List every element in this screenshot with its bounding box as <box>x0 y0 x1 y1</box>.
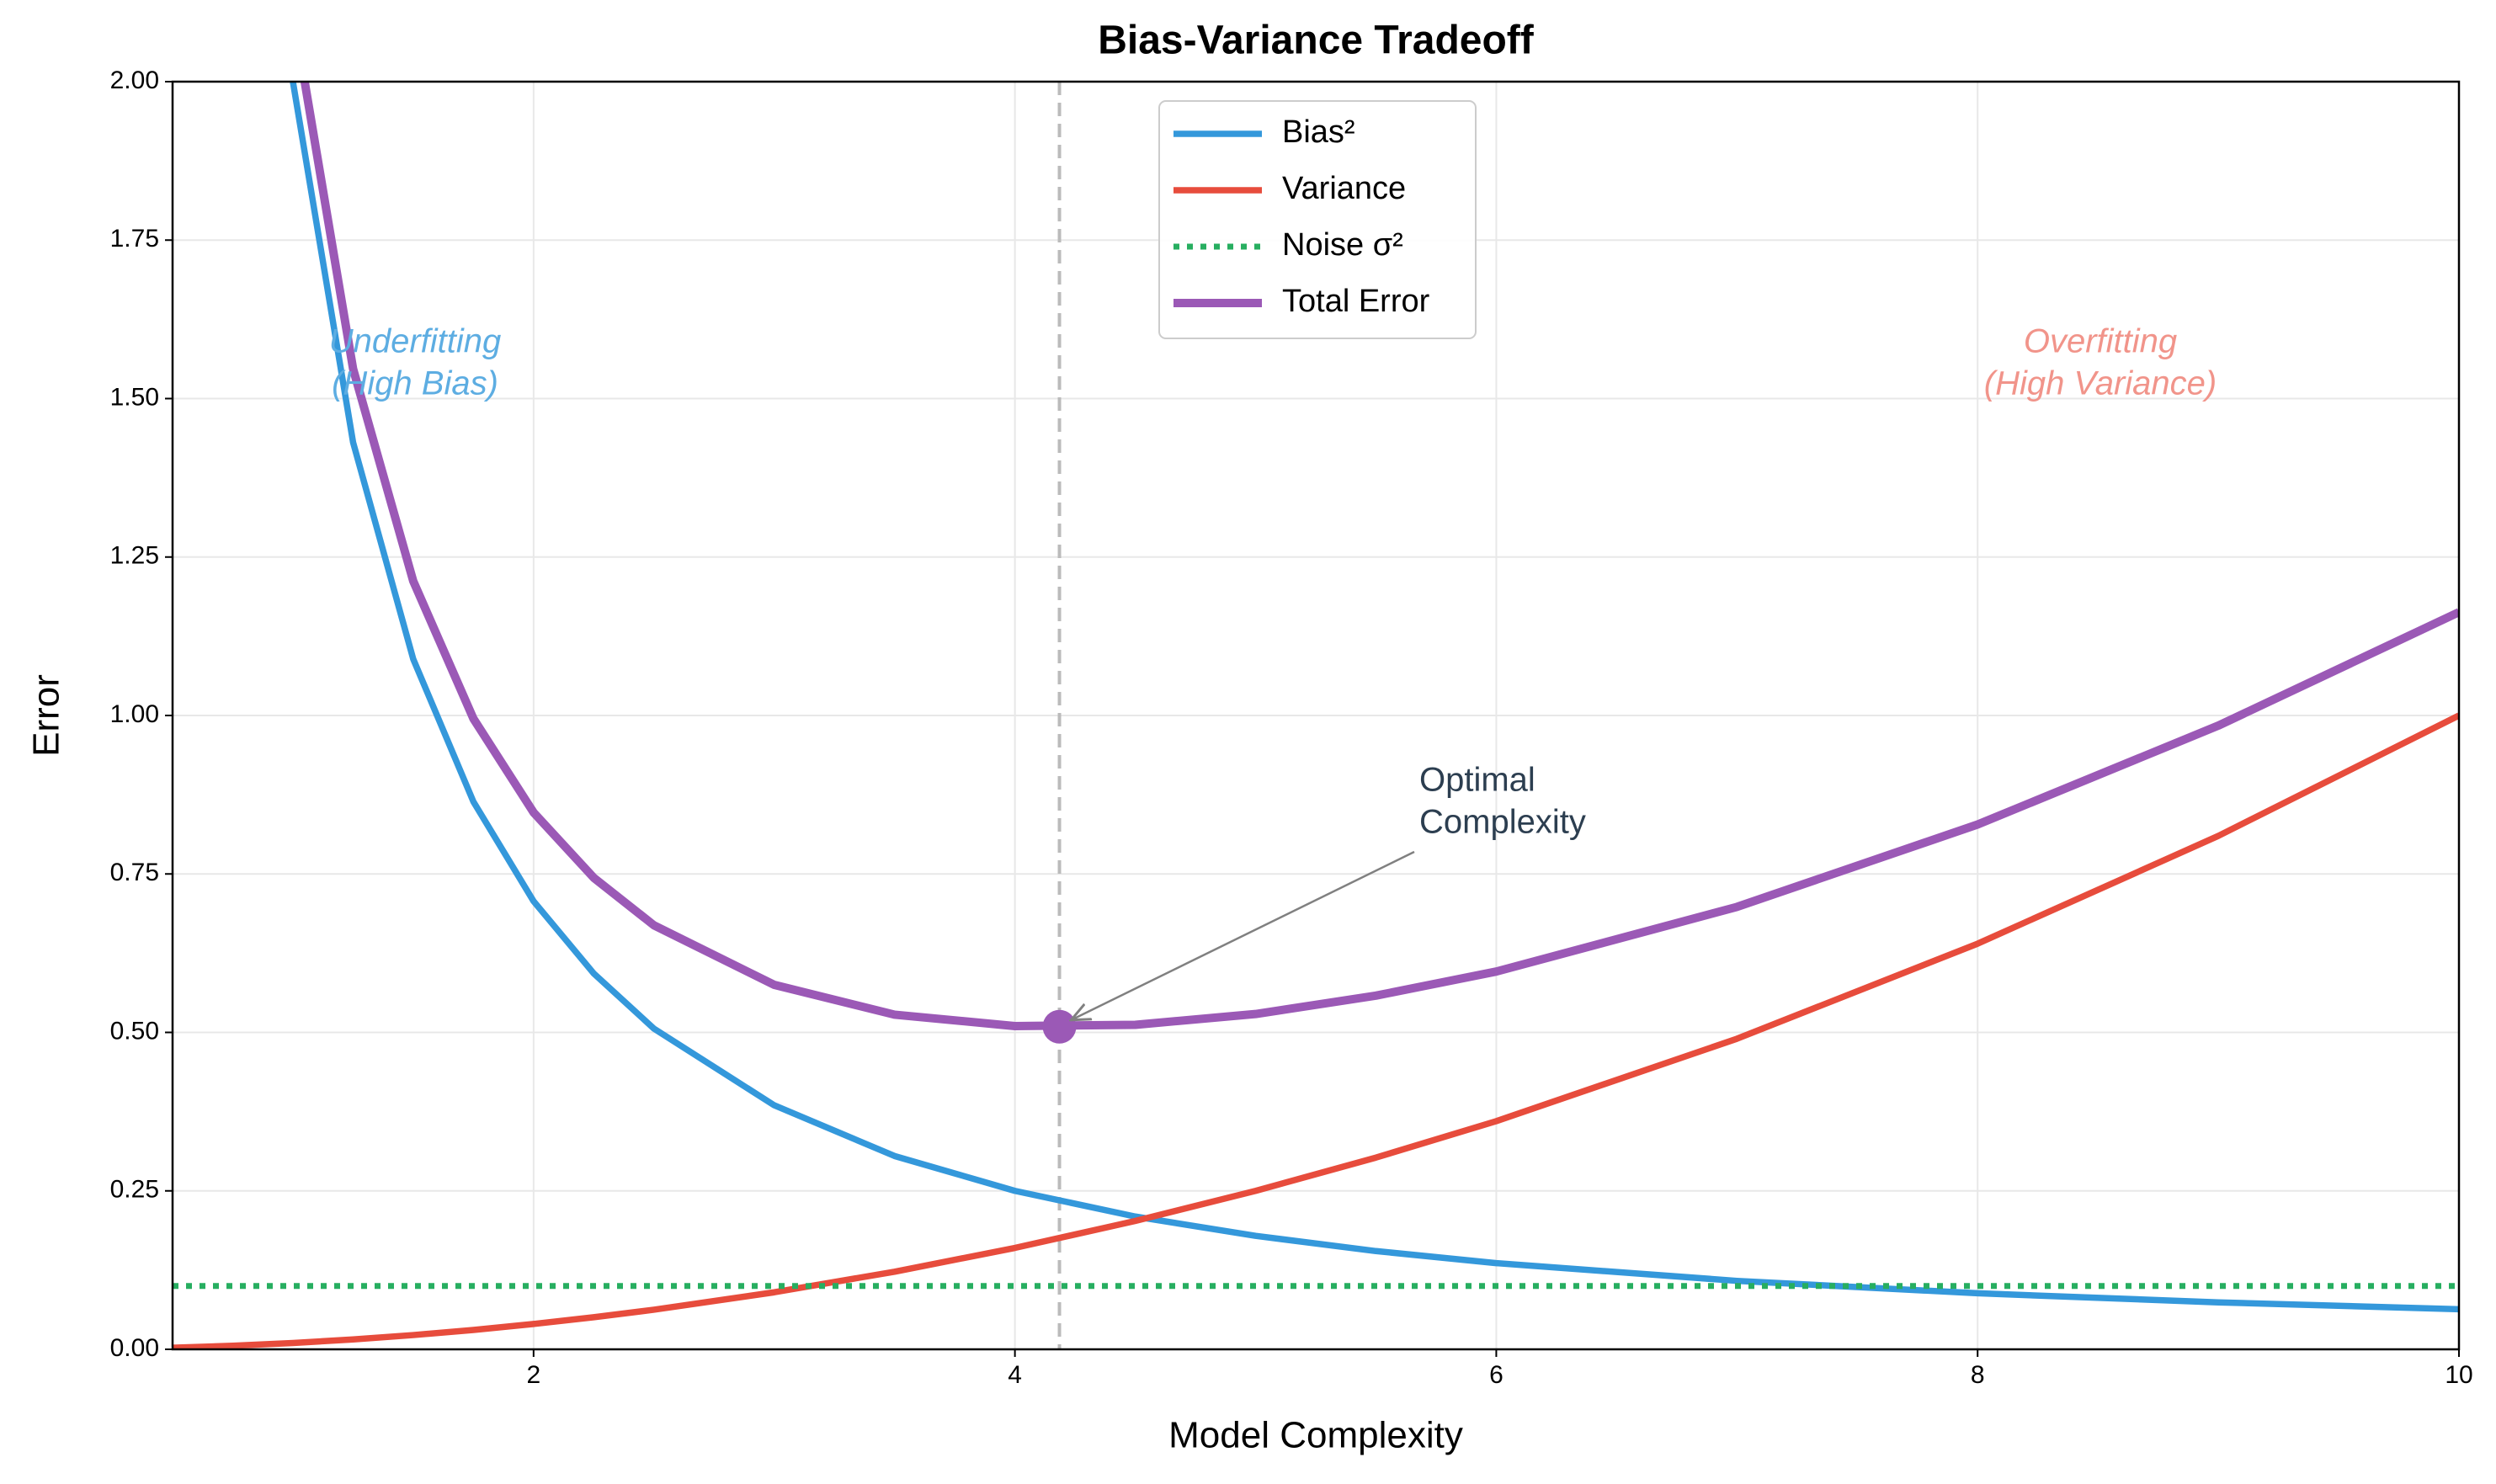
y-tick-label: 0.50 <box>110 1017 159 1045</box>
y-tick-label: 2.00 <box>110 66 159 94</box>
region-annotation: (High Variance) <box>1984 365 2217 402</box>
legend-label: Variance <box>1282 171 1406 206</box>
x-tick-label: 2 <box>526 1361 540 1389</box>
y-tick-label: 1.25 <box>110 542 159 570</box>
region-annotation: Overfitting <box>2024 323 2177 360</box>
annotation-text: Optimal <box>1419 762 1535 799</box>
y-tick-label: 1.75 <box>110 225 159 253</box>
y-tick-label: 0.00 <box>110 1334 159 1362</box>
x-axis-label: Model Complexity <box>1168 1415 1463 1456</box>
legend-label: Noise σ² <box>1282 227 1403 263</box>
x-tick-label: 6 <box>1489 1361 1503 1389</box>
y-tick-label: 0.75 <box>110 859 159 886</box>
y-tick-label: 1.50 <box>110 383 159 411</box>
y-axis-label: Error <box>26 674 67 757</box>
ticks: 0.00 0.25 0.50 0.75 1.00 1.25 1.50 1.75 2.00 2 4 6 8… <box>110 66 2473 1389</box>
series-line <box>173 712 2459 1349</box>
x-tick-label: 10 <box>2445 1361 2472 1389</box>
legend-label: Total Error <box>1282 284 1430 319</box>
series-line <box>300 82 2459 1030</box>
optimal-point <box>1042 1009 1077 1044</box>
y-tick-label: 0.25 <box>110 1176 159 1204</box>
region-annotation: Underfitting <box>329 323 502 360</box>
series-line <box>290 82 2459 1313</box>
legend: Bias² Variance Noise σ² Total Error <box>1158 100 1477 339</box>
annotation-arrow <box>1072 850 1415 1020</box>
chart-title: Bias-Variance Tradeoff <box>1098 19 1535 63</box>
region-annotation: (High Bias) <box>332 365 498 402</box>
y-tick-label: 1.00 <box>110 700 159 728</box>
x-tick-label: 8 <box>1971 1361 1985 1389</box>
annotation-text: Complexity <box>1419 804 1586 841</box>
legend-box <box>1158 100 1477 339</box>
x-tick-label: 4 <box>1008 1361 1022 1389</box>
plot-area <box>173 82 2459 1349</box>
legend-label: Bias² <box>1282 114 1355 150</box>
